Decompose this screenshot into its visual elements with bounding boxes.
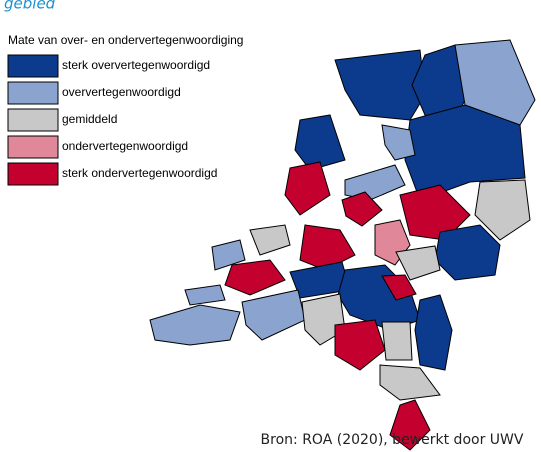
legend-swatch (7, 135, 59, 159)
legend-label: sterk ondervertegenwoordigd (62, 166, 217, 180)
legend-label: gemiddeld (62, 112, 117, 126)
legend: sterk oververtegenwoordigd oververtegenwo… (7, 54, 217, 186)
legend-label: ondervertegenwoordigd (62, 139, 188, 153)
region (294, 114, 346, 171)
region (434, 224, 501, 281)
region (249, 224, 291, 256)
region (404, 104, 526, 201)
region (395, 245, 441, 281)
region (301, 293, 346, 346)
region (389, 399, 431, 451)
region (299, 224, 356, 271)
region (334, 319, 386, 371)
map (149, 39, 536, 451)
region (381, 321, 413, 361)
source: Bron: ROA (2020), bewerkt door UWV (261, 432, 524, 448)
legend-label: oververtegenwoordigd (62, 85, 181, 99)
region (379, 364, 441, 401)
region (381, 124, 416, 161)
legend-swatch (7, 162, 59, 186)
region (284, 161, 331, 216)
region (341, 191, 383, 227)
title: gebied (4, 0, 56, 13)
region (454, 39, 536, 126)
region (399, 184, 471, 241)
legend-swatch (7, 108, 59, 132)
region (474, 179, 531, 241)
region (184, 284, 226, 306)
region (344, 164, 406, 201)
legend-swatch (7, 54, 59, 78)
legend-label: sterk oververtegenwoordigd (62, 58, 210, 72)
legend-title: Mate van over- en ondervertegenwoordigin… (8, 33, 243, 47)
region (149, 304, 241, 346)
region (414, 294, 453, 371)
region (211, 239, 246, 271)
region (224, 259, 286, 296)
region (241, 289, 306, 341)
region (381, 274, 417, 301)
legend-swatch (7, 81, 59, 105)
